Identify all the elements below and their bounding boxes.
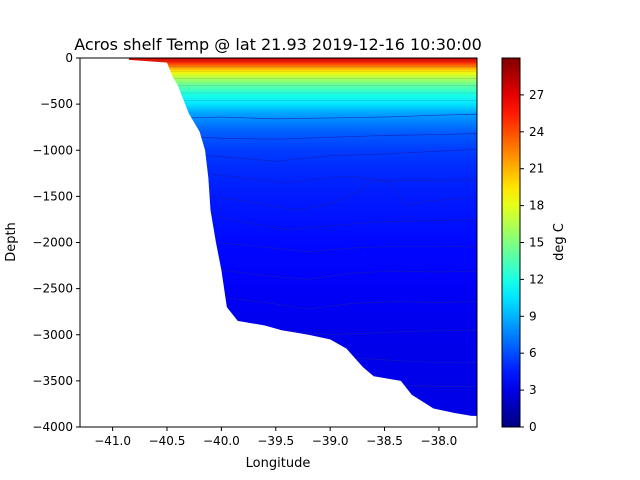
- x-tick-label: −38.0: [421, 434, 458, 448]
- isotherm-line: [351, 357, 477, 363]
- x-tick-label: −41.0: [94, 434, 131, 448]
- y-tick-label: −1000: [32, 143, 73, 157]
- colorbar-label: deg C: [552, 223, 567, 261]
- y-tick-label: −1500: [32, 189, 73, 203]
- colorbar-tick-label: 6: [529, 346, 537, 360]
- y-axis-ticks: 0 −500 −1000 −1500 −2000 −2500 −3000 −3500 −4000: [32, 51, 80, 434]
- y-tick-label: −2000: [32, 236, 73, 250]
- isotherm-line: [406, 385, 477, 387]
- colorbar-tick-label: 15: [529, 236, 544, 250]
- y-tick-label: −500: [40, 97, 73, 111]
- isotherm-line: [226, 297, 478, 310]
- colorbar-tick-label: 27: [529, 88, 544, 102]
- isotherm-line: [221, 269, 478, 280]
- isotherm-line: [210, 214, 478, 230]
- x-tick-label: −39.0: [312, 434, 349, 448]
- x-tick-label: −39.5: [257, 434, 294, 448]
- x-tick-label: −40.5: [149, 434, 186, 448]
- y-tick-label: −3000: [32, 328, 73, 342]
- isotherm-line: [215, 242, 478, 253]
- y-tick-label: −3500: [32, 374, 73, 388]
- colorbar-tick-label: 24: [529, 125, 544, 139]
- isotherm-line: [188, 113, 478, 120]
- isotherm-line: [208, 179, 478, 211]
- isotherm-line: [205, 172, 478, 183]
- isotherm-line: [199, 148, 478, 162]
- colorbar-tick-label: 12: [529, 272, 544, 286]
- colorbar-ticks: 0 3 6 9 12 15 18 21 24 27: [520, 88, 544, 434]
- colorbar-tick-label: 18: [529, 199, 544, 213]
- colorbar-tick-label: 3: [529, 383, 537, 397]
- colorbar-tick-label: 9: [529, 309, 537, 323]
- y-tick-label: 0: [65, 51, 73, 65]
- isotherm-line: [188, 133, 478, 140]
- y-axis-label: Depth: [4, 222, 19, 262]
- x-tick-label: −40.0: [203, 434, 240, 448]
- x-axis-ticks: −41.0 −40.5 −40.0 −39.5 −39.0 −38.5 −38.0: [94, 427, 457, 448]
- x-axis-label: Longitude: [246, 456, 311, 471]
- plot-area: −41.0 −40.5 −40.0 −39.5 −39.0 −38.5 −38.0 0 −50…: [32, 51, 478, 448]
- colorbar-tick-label: 21: [529, 162, 544, 176]
- temperature-section: [128, 58, 477, 416]
- isotherm-contours: [128, 61, 478, 387]
- colorbar-scale: [502, 58, 520, 427]
- y-tick-label: −2500: [32, 282, 73, 296]
- colorbar-tick-label: 0: [529, 420, 537, 434]
- x-tick-label: −38.5: [366, 434, 403, 448]
- y-tick-label: −4000: [32, 420, 73, 434]
- colorbar: 0 3 6 9 12 15 18 21 24 27 deg C: [501, 57, 567, 434]
- chart-title: Acros shelf Temp @ lat 21.93 2019-12-16 …: [74, 35, 482, 54]
